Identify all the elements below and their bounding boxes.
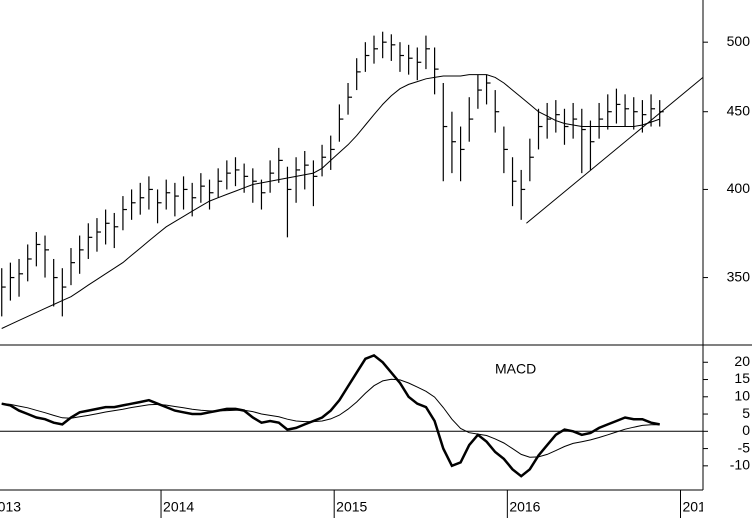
- macd-line: [1, 378, 660, 458]
- y-tick-label: 20: [734, 353, 750, 369]
- y-tick-label: -5: [738, 439, 751, 455]
- plot-area: 2013 2014 2015 2016 2017: [0, 31, 713, 518]
- y-tick-label: -10: [730, 457, 750, 473]
- trendline: [526, 77, 703, 224]
- x-tick-label: 2017: [682, 499, 713, 515]
- y-tick-label: 10: [734, 387, 750, 403]
- y-tick-label: 15: [734, 370, 750, 386]
- x-tick-label: 2016: [509, 499, 540, 515]
- y-tick-label: 450: [727, 102, 751, 118]
- y-tick-label: 400: [727, 180, 751, 196]
- y-tick-label: 0: [742, 422, 750, 438]
- macd-title: MACD: [495, 361, 536, 377]
- macd-line: [1, 353, 660, 478]
- y-tick-label: 5: [742, 405, 750, 421]
- x-tick-label: 2015: [336, 499, 367, 515]
- y-tick-label: 500: [727, 33, 751, 49]
- moving-average: [1, 74, 660, 329]
- y-tick-label: 350: [727, 268, 751, 284]
- x-tick-label: 2014: [163, 499, 194, 515]
- x-tick-label: 2013: [0, 499, 21, 515]
